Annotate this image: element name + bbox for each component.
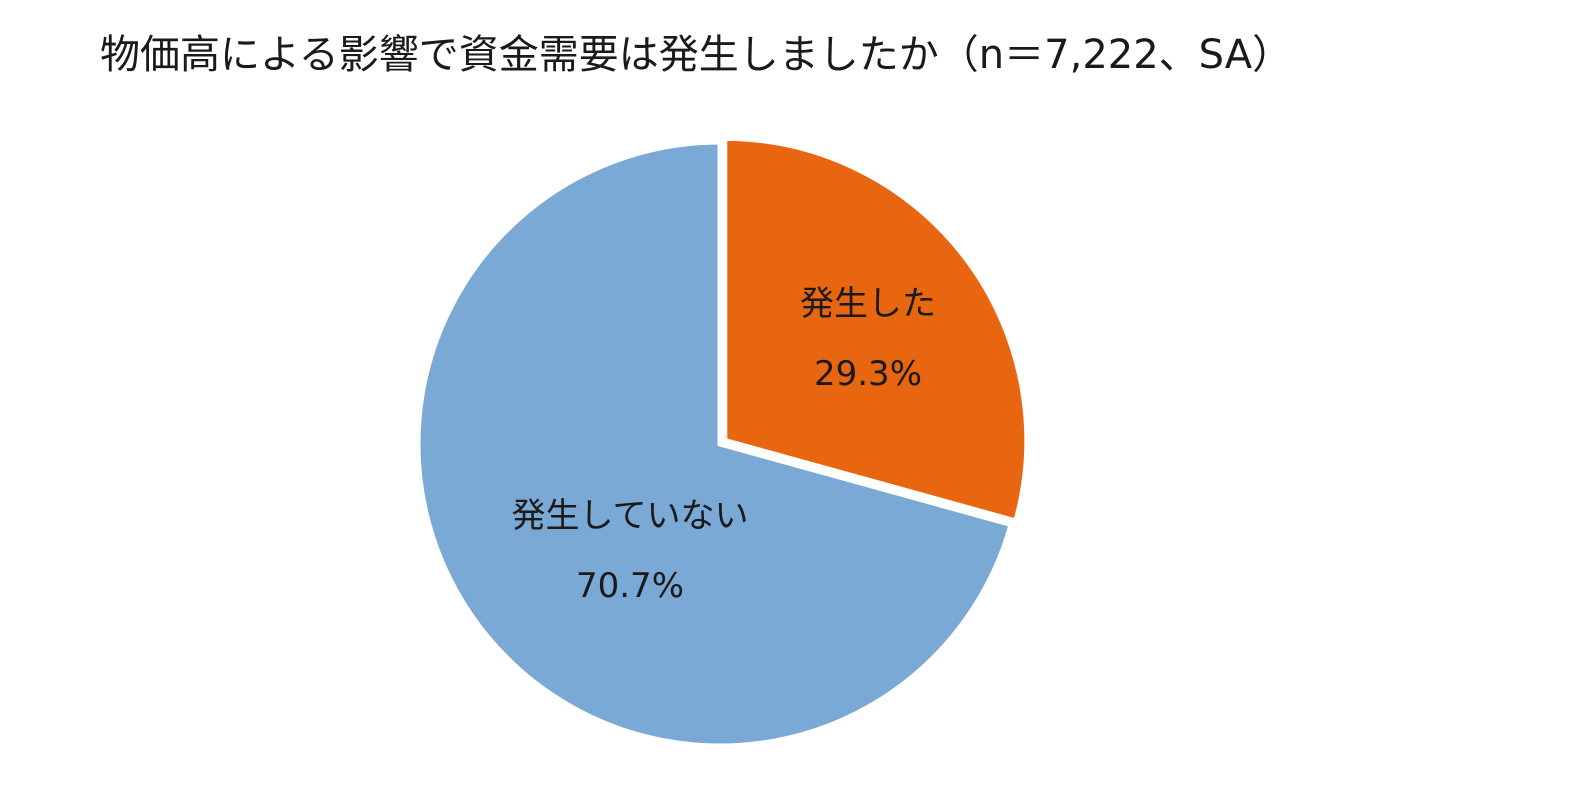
slice-value-label-1: 70.7% [576,566,684,606]
slice-label-1: 発生していない [512,496,749,536]
pie-slice-1 [415,139,1015,749]
slice-value-label-0: 29.3% [814,354,922,394]
chart-title: 物価高による影響で資金需要は発生しましたか（n＝7,222、SA） [100,32,1293,78]
slice-label-0: 発生した [800,284,936,324]
pie-slice-0 [722,135,1030,525]
